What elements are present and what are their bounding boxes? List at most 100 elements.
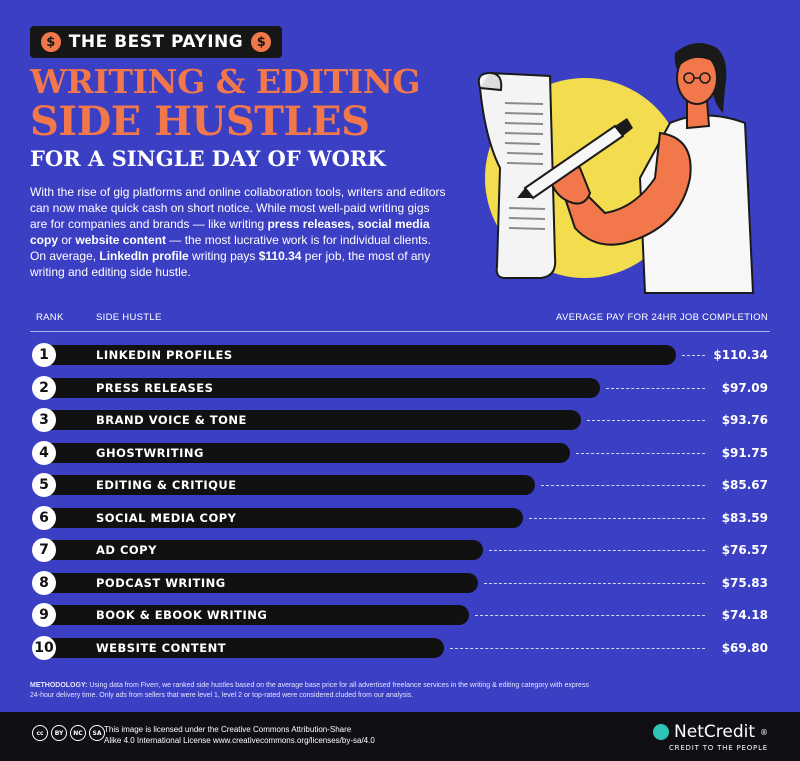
kicker-badge: $ THE BEST PAYING $ <box>30 26 282 58</box>
intro-text: With the rise of gig platforms and onlin… <box>30 185 446 231</box>
intro-text: writing pays <box>188 249 259 263</box>
chart-row: 9 BOOK & EBOOK WRITING $74.18 <box>30 603 770 627</box>
title-line-3: FOR A SINGLE DAY OF WORK <box>30 146 386 171</box>
rank-badge: 3 <box>32 408 56 432</box>
brand-name: NetCredit <box>674 722 755 742</box>
arm <box>563 131 692 246</box>
dashed-leader <box>488 550 705 551</box>
dashed-leader <box>606 387 705 389</box>
value-label: $83.59 <box>721 510 768 525</box>
category-label: AD COPY <box>96 543 157 557</box>
header-rank: RANK <box>36 312 64 323</box>
methodology-note: METHODOLOGY: Using data from Fiverr, we … <box>30 681 590 701</box>
intro-text: or <box>58 233 76 247</box>
license-text: This image is licensed under the Creativ… <box>104 724 404 746</box>
cc-badge-icon: cc <box>32 725 48 741</box>
rank-badge: 5 <box>32 473 56 497</box>
dollar-coin-icon: $ <box>40 32 61 52</box>
intro-text: per job, the most of any writing and edi… <box>30 249 431 279</box>
chart-row: 5 EDITING & CRITIQUE $85.67 <box>30 473 770 497</box>
value-label: $93.76 <box>721 413 768 427</box>
dashed-leader <box>587 420 705 421</box>
writer-illustration <box>477 43 755 294</box>
header-average-pay: AVERAGE PAY FOR 24HR JOB COMPLETION <box>556 312 768 323</box>
chart-row: 8 PODCAST WRITING $75.83 <box>30 570 770 595</box>
bar <box>44 377 601 398</box>
chart-row: 4 GHOSTWRITING $91.75 <box>30 440 770 465</box>
value-label: $85.67 <box>721 478 768 492</box>
intro-bold: LinkedIn profile <box>99 249 189 263</box>
dashed-leader <box>540 485 705 486</box>
value-label: $91.75 <box>721 445 768 460</box>
category-label: LINKEDIN PROFILES <box>96 348 233 362</box>
intro-bold: $110.34 <box>258 249 302 263</box>
chart-row: 6 SOCIAL MEDIA COPY $83.59 <box>30 505 770 530</box>
license-line-2: Alike 4.0 International License www.crea… <box>104 736 375 745</box>
cc-badge-icon: SA <box>89 725 105 741</box>
header-side-hustle: SIDE HUSTLE <box>96 312 162 323</box>
bar <box>44 410 582 430</box>
methodology-label: METHODOLOGY: <box>30 682 88 689</box>
dollar-coin-icon: $ <box>251 32 272 52</box>
dashed-leader <box>528 517 705 519</box>
chart-row: 7 AD COPY $76.57 <box>30 538 770 562</box>
rank-badge: 9 <box>32 603 56 627</box>
intro-bold: press releases, <box>267 217 355 231</box>
cc-badge-icon: NC <box>70 725 86 741</box>
category-label: GHOSTWRITING <box>96 445 204 460</box>
dashed-leader <box>474 615 705 616</box>
rank-badge: 10 <box>32 635 56 660</box>
cc-license-badge: cc BY NC SA <box>32 725 105 741</box>
bar <box>44 637 444 658</box>
value-label: $75.83 <box>721 575 768 590</box>
bar <box>44 507 523 528</box>
kicker-text: THE BEST PAYING <box>68 32 244 52</box>
intro-bold: social media copy <box>30 217 430 247</box>
category-label: PODCAST WRITING <box>96 575 226 590</box>
paper-lines <box>504 102 546 230</box>
bar <box>44 475 535 495</box>
chart-row: 3 BRAND VOICE & TONE $93.76 <box>30 408 770 432</box>
footer: cc BY NC SA This image is licensed under th… <box>0 712 800 761</box>
bar <box>44 442 570 463</box>
dashed-leader <box>484 582 705 584</box>
value-label: $74.18 <box>721 608 768 622</box>
chart-row: 1 LINKEDIN PROFILES $110.34 <box>30 343 770 367</box>
category-label: PRESS RELEASES <box>96 380 214 395</box>
brand-tagline: CREDIT TO THE PEOPLE <box>668 744 768 752</box>
cc-badge-icon: BY <box>51 725 67 741</box>
netcredit-logo-icon <box>653 724 670 740</box>
intro-bold: website content <box>75 233 167 247</box>
value-label: $110.34 <box>713 348 768 362</box>
chart-row: 10 WEBSITE CONTENT $69.80 <box>30 635 770 660</box>
chart-row: 2 PRESS RELEASES $97.09 <box>30 375 770 400</box>
rank-badge: 1 <box>32 343 56 367</box>
rank-badge: 6 <box>32 505 56 530</box>
bar <box>44 540 483 560</box>
methodology-text: Using data from Fiverr, we ranked side h… <box>30 682 589 699</box>
dashed-leader <box>575 452 705 454</box>
rank-badge: 7 <box>32 538 56 562</box>
category-label: EDITING & CRITIQUE <box>96 478 237 492</box>
header-divider <box>30 331 770 332</box>
value-label: $69.80 <box>721 640 768 655</box>
rank-badge: 2 <box>32 375 56 400</box>
license-line-1: This image is licensed under the Creativ… <box>104 725 352 734</box>
category-label: WEBSITE CONTENT <box>96 640 227 655</box>
value-label: $76.57 <box>721 543 768 557</box>
intro-paragraph: With the rise of gig platforms and onlin… <box>30 184 448 280</box>
bar <box>44 605 469 625</box>
value-label: $97.09 <box>721 380 768 395</box>
pen-icon <box>517 118 633 200</box>
bar <box>44 572 479 593</box>
intro-text: — the most lucrative work is for individ… <box>30 233 431 263</box>
brand-trademark: ® <box>760 727 768 737</box>
dashed-leader <box>682 355 705 356</box>
category-label: BOOK & EBOOK WRITING <box>96 608 268 622</box>
rank-badge: 8 <box>32 570 56 595</box>
rank-badge: 4 <box>32 440 56 465</box>
dashed-leader <box>449 647 705 649</box>
category-label: SOCIAL MEDIA COPY <box>96 510 237 525</box>
bar <box>44 345 676 365</box>
brand-logo: NetCredit ® CREDIT TO THE PEOPLE <box>653 722 768 752</box>
